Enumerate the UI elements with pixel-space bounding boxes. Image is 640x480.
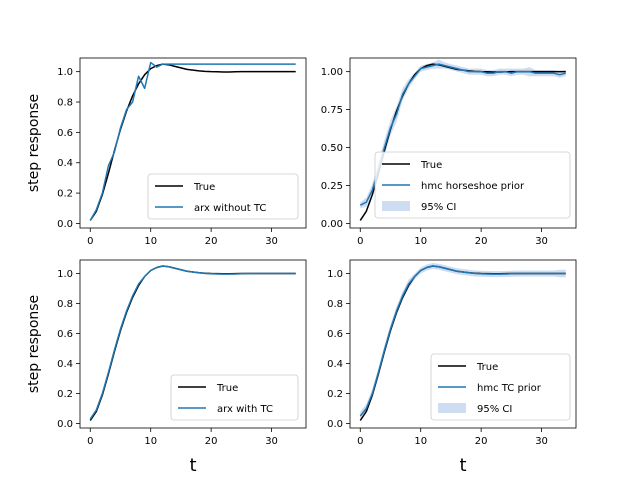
legend-label: hmc TC prior	[477, 383, 542, 394]
y-tick-label: 0.2	[327, 389, 343, 400]
legend-label: True	[193, 182, 215, 193]
y-axis-label: step response	[26, 94, 42, 192]
y-tick-label: 0.0	[327, 419, 343, 430]
legend-label: True	[420, 160, 442, 171]
legend-box	[374, 151, 571, 219]
y-tick-label: 0.8	[57, 98, 73, 109]
legend-label: arx with TC	[217, 404, 273, 415]
plot-data-area	[89, 265, 296, 421]
x-tick-label: 20	[205, 436, 218, 447]
legend-box	[147, 173, 299, 220]
x-tick-label: 0	[87, 236, 93, 247]
y-tick-label: 0.00	[321, 219, 343, 230]
model-response-line	[89, 265, 296, 420]
x-tick-label: 10	[414, 436, 427, 447]
y-tick-label: 0.0	[57, 219, 73, 230]
x-tick-label: 30	[265, 436, 278, 447]
x-tick-label: 20	[475, 236, 488, 247]
y-tick-label: 0.2	[57, 189, 73, 200]
y-tick-label: 0.6	[327, 329, 343, 340]
y-tick-label: 0.2	[57, 389, 73, 400]
x-tick-label: 0	[357, 236, 363, 247]
x-tick-label: 0	[357, 436, 363, 447]
legend-swatch-band	[382, 201, 410, 211]
legend: True hmc horseshoe prior 95% CI	[374, 151, 571, 219]
plot-data-area	[89, 61, 296, 221]
axes-frame	[349, 57, 577, 229]
axes-frame	[79, 259, 307, 429]
y-tick-label: 0.0	[57, 419, 73, 430]
legend: True arx with TC	[170, 374, 299, 421]
x-tick-label: 0	[87, 436, 93, 447]
y-tick-label: 0.50	[321, 143, 343, 154]
y-tick-label: 0.8	[327, 299, 343, 310]
legend-label: True	[476, 362, 498, 373]
legend-label: 95% CI	[477, 404, 512, 415]
legend-label: True	[216, 383, 238, 394]
x-tick-label: 10	[144, 436, 157, 447]
y-tick-label: 0.6	[57, 329, 73, 340]
axes-frame	[349, 259, 577, 429]
y-tick-label: 0.25	[321, 181, 343, 192]
x-tick-label: 20	[475, 436, 488, 447]
subplot-hmc-horseshoe-prior: 0 10 20 30 0.00 0.25 0.50 0.75 1.00 True hmc horse…	[321, 57, 577, 247]
legend-label: hmc horseshoe prior	[421, 181, 525, 192]
x-tick-label: 10	[144, 236, 157, 247]
ci-band	[360, 59, 566, 209]
model-response-line	[89, 61, 296, 221]
x-tick-label: 30	[535, 236, 548, 247]
x-tick-label: 30	[535, 436, 548, 447]
y-tick-label: 1.00	[321, 67, 343, 78]
plot-data-area	[359, 59, 566, 221]
legend-label: arx without TC	[194, 203, 266, 214]
x-tick-label: 10	[414, 236, 427, 247]
y-axis-label: step response	[26, 295, 42, 393]
x-tick-label: 20	[205, 236, 218, 247]
legend: True arx without TC	[147, 173, 299, 220]
y-tick-label: 1.0	[57, 269, 73, 280]
y-tick-label: 0.6	[57, 128, 73, 139]
subplot-arx-without-tc: 0 10 20 30 0.0 0.2 0.4 0.6 0.8 1.0 step response Tr…	[26, 57, 307, 247]
y-tick-label: 0.4	[327, 359, 343, 370]
y-tick-label: 1.0	[327, 269, 343, 280]
model-response-line	[359, 265, 566, 417]
x-tick-label: 30	[265, 236, 278, 247]
legend-label: 95% CI	[421, 202, 456, 213]
legend-swatch-band	[438, 403, 466, 413]
subplot-arx-with-tc: 0 10 20 30 0.0 0.2 0.4 0.6 0.8 1.0 step response t T…	[26, 259, 307, 476]
x-axis-label: t	[189, 455, 196, 476]
x-axis-label: t	[459, 455, 466, 476]
axes-frame	[79, 57, 307, 229]
y-tick-label: 1.0	[57, 67, 73, 78]
plot-data-area	[359, 263, 566, 421]
subplot-hmc-tc-prior: 0 10 20 30 0.0 0.2 0.4 0.6 0.8 1.0 t True hmc TC pri…	[327, 259, 577, 476]
model-response-line	[359, 63, 566, 206]
y-tick-label: 0.4	[57, 158, 73, 169]
legend: True hmc TC prior 95% CI	[430, 353, 571, 421]
y-tick-label: 0.8	[57, 299, 73, 310]
y-tick-label: 0.4	[57, 359, 73, 370]
y-tick-label: 0.75	[321, 105, 343, 116]
